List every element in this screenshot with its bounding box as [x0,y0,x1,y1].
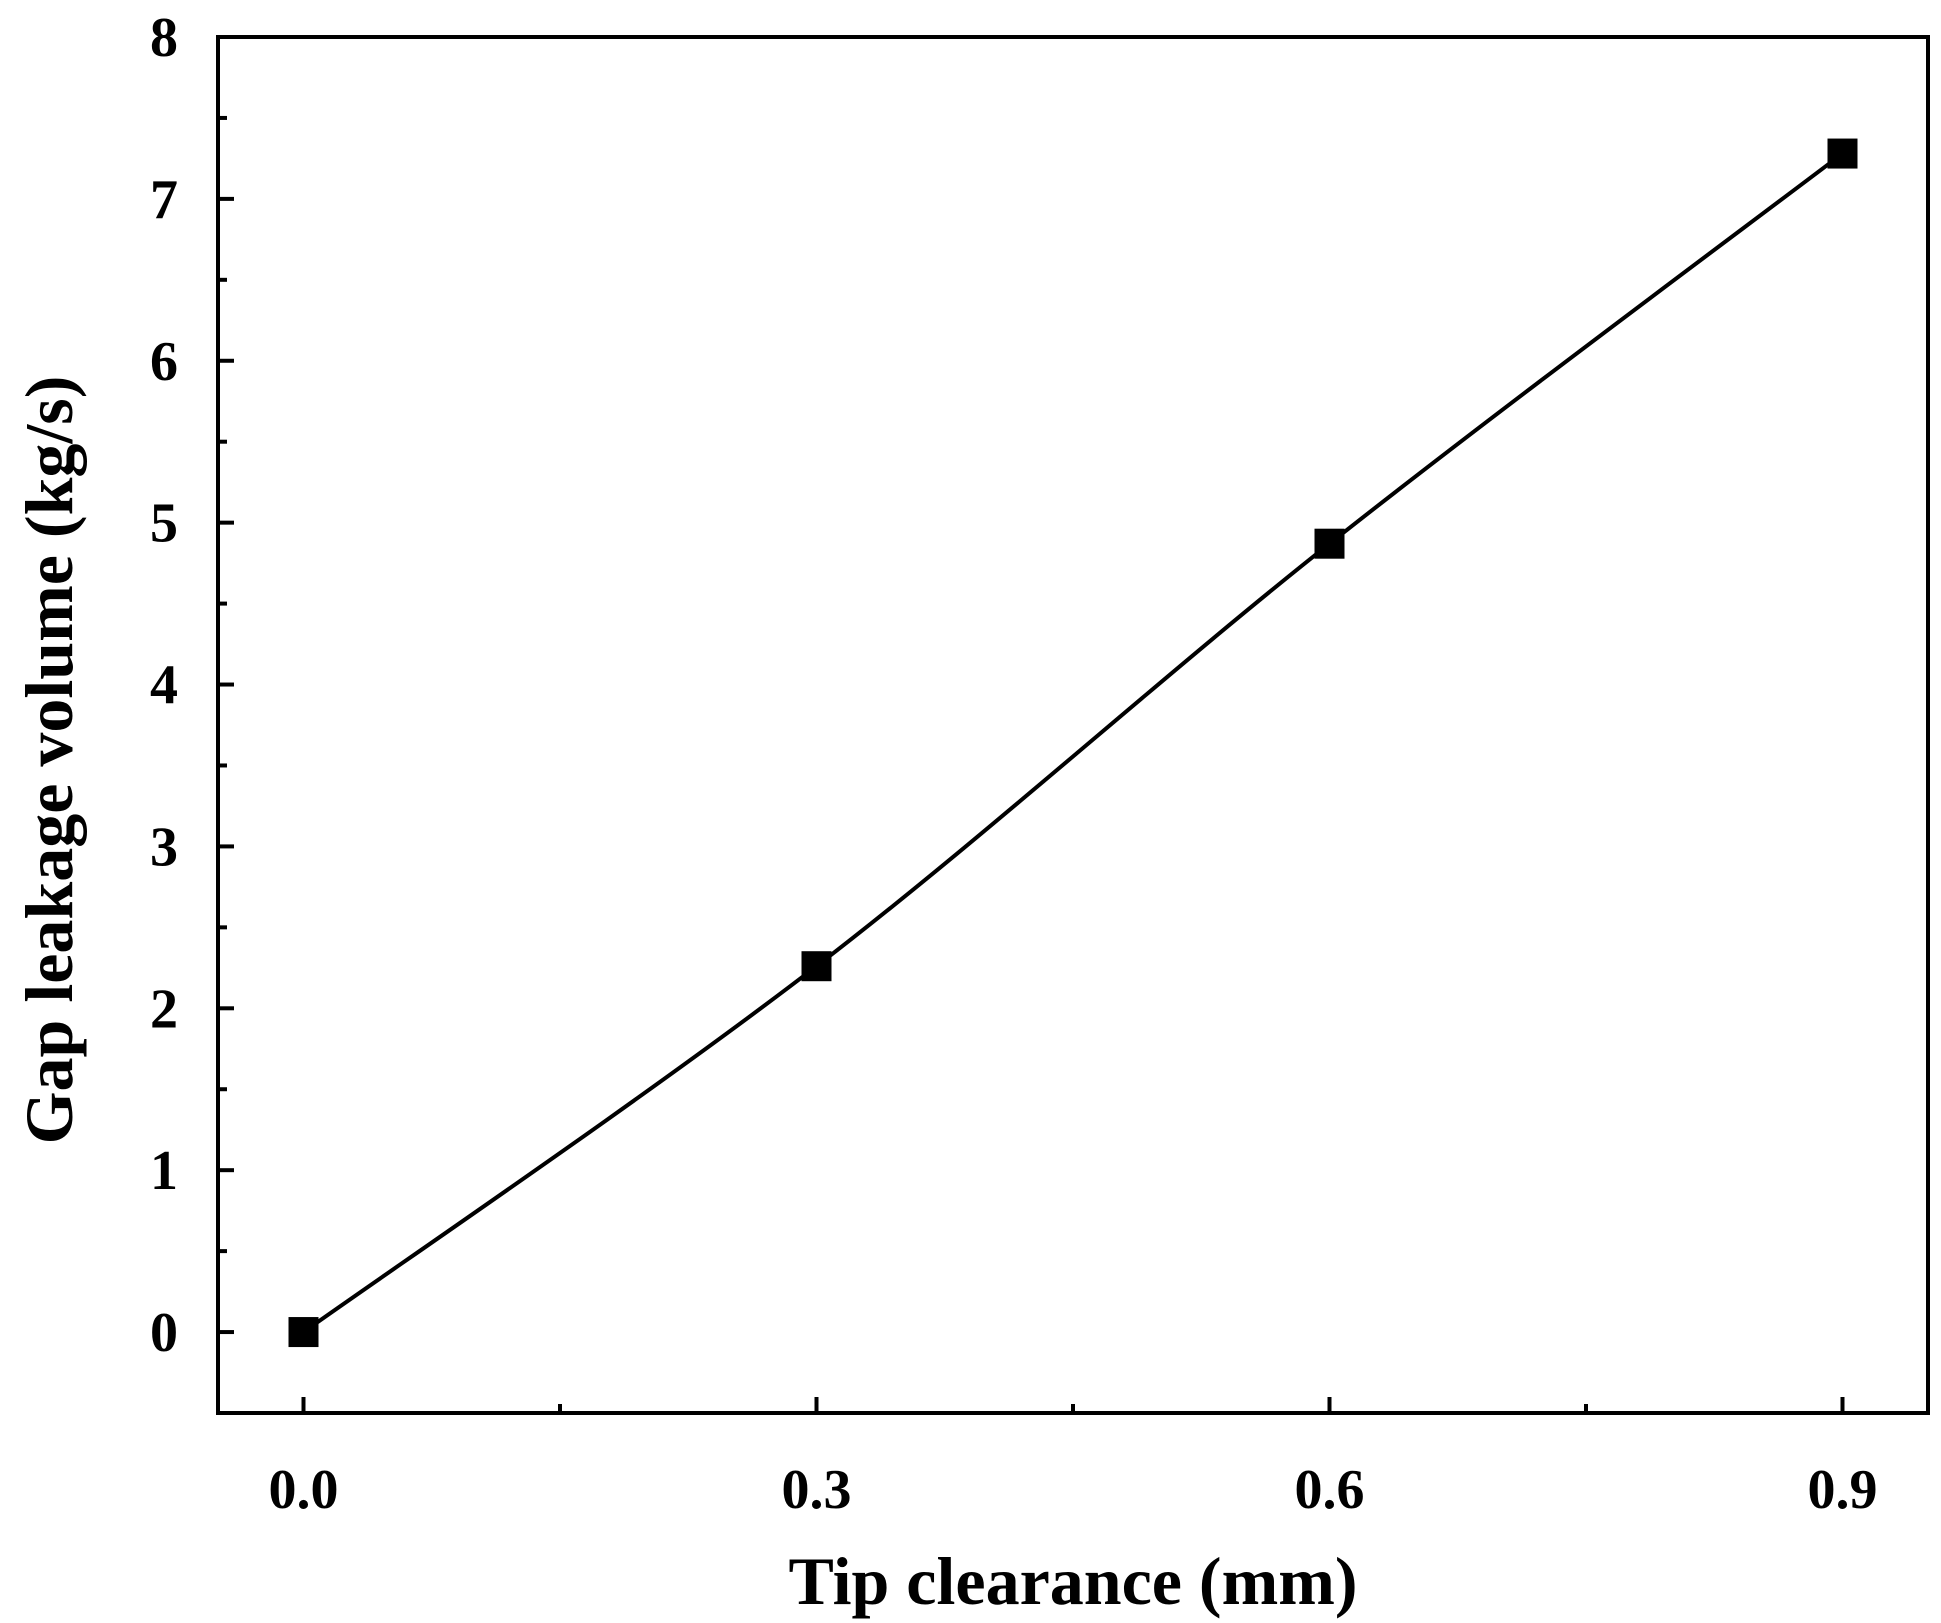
y-tick-label: 5 [150,493,178,555]
y-tick-label: 1 [150,1140,178,1202]
x-tick-label: 0.6 [1295,1459,1365,1521]
x-axis-title: Tip clearance (mm) [788,1543,1357,1619]
x-tick-label: 0.3 [782,1459,852,1521]
plot-frame [216,35,1930,1415]
data-point [288,1317,319,1348]
y-tick-label: 8 [150,7,178,69]
y-tick-label: 6 [150,331,178,393]
data-point [801,951,832,982]
y-tick-label: 7 [150,169,178,231]
y-tick-label: 4 [150,655,178,717]
data-markers [288,138,1858,1348]
y-tick-label: 0 [150,1302,178,1364]
y-axis-title: Gap leakage volume (kg/s) [11,376,87,1145]
series-line [302,151,1844,1334]
minor-ticks [218,115,1588,1413]
y-tick-label: 3 [150,816,178,878]
data-point [1827,138,1858,169]
major-ticks [218,35,1845,1413]
y-tick-label: 2 [150,978,178,1040]
x-tick-label: 0.0 [269,1459,339,1521]
tick-labels: 0.0 0.3 0.6 0.9 0 1 2 3 4 5 6 7 8 [150,7,1878,1521]
data-point [1314,528,1345,559]
x-tick-label: 0.9 [1808,1459,1878,1521]
